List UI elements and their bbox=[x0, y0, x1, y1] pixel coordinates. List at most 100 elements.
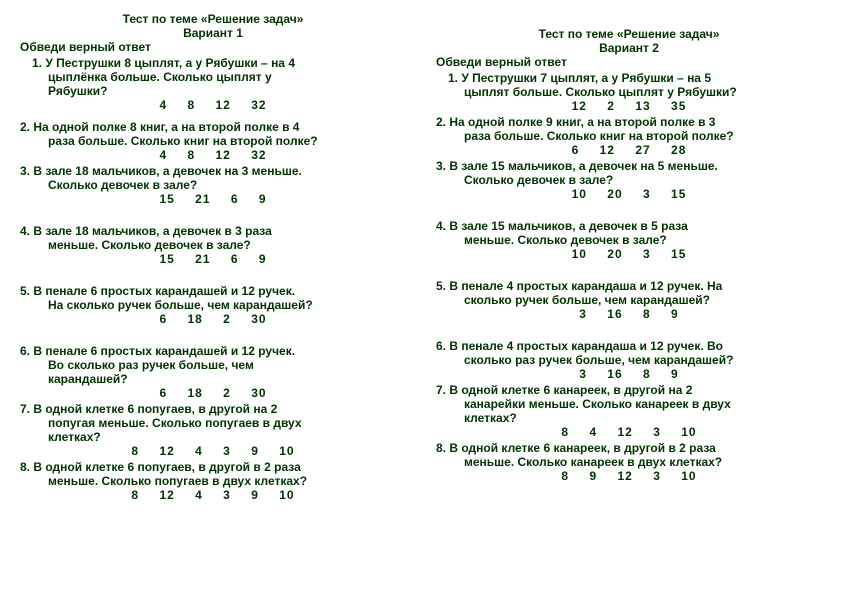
q-line: 5. В пенале 6 простых карандашей и 12 ру… bbox=[20, 284, 406, 298]
question-7: 7. В одной клетке 6 попугаев, в другой н… bbox=[20, 402, 406, 458]
variant-label: Вариант 2 bbox=[436, 41, 822, 55]
q-line: клетках? bbox=[20, 430, 406, 444]
q-line: цыплят больше. Сколько цыплят у Рябушки? bbox=[436, 85, 822, 99]
answer-row: 15 21 6 9 bbox=[20, 252, 406, 266]
answer-option: 9 bbox=[251, 444, 259, 458]
question-1: 1. У Пеструшки 8 цыплят, а у Рябушки – н… bbox=[20, 56, 406, 112]
answer-option: 12 bbox=[572, 99, 587, 113]
q-line: сколько ручек больше, чем карандашей? bbox=[436, 293, 822, 307]
answer-option: 12 bbox=[617, 469, 632, 483]
answer-option: 16 bbox=[607, 367, 622, 381]
answer-option: 8 bbox=[187, 98, 195, 112]
answer-row: 6 18 2 30 bbox=[20, 386, 406, 400]
q-line: цыплёнка больше. Сколько цыплят у bbox=[20, 70, 406, 84]
answer-row: 8 9 12 3 10 bbox=[436, 469, 822, 483]
variant-label: Вариант 1 bbox=[20, 26, 406, 40]
q-line: карандашей? bbox=[20, 372, 406, 386]
q-line: меньше. Сколько девочек в зале? bbox=[436, 233, 822, 247]
answer-option: 15 bbox=[159, 192, 174, 206]
answer-option: 3 bbox=[643, 187, 651, 201]
answer-row: 4 8 12 32 bbox=[20, 148, 406, 162]
q-line: попугая меньше. Сколько попугаев в двух bbox=[20, 416, 406, 430]
variant-1-column: Тест по теме «Решение задач» Вариант 1 О… bbox=[20, 12, 406, 583]
q-line: канарейки меньше. Сколько канареек в дву… bbox=[436, 397, 822, 411]
answer-option: 8 bbox=[561, 469, 569, 483]
answer-option: 3 bbox=[223, 444, 231, 458]
q-line: На сколько ручек больше, чем карандашей? bbox=[20, 298, 406, 312]
question-4: 4. В зале 15 мальчиков, а девочек в 5 ра… bbox=[436, 219, 822, 261]
answer-option: 3 bbox=[653, 469, 661, 483]
question-8: 8. В одной клетке 6 канареек, в другой в… bbox=[436, 441, 822, 483]
answer-option: 30 bbox=[251, 386, 266, 400]
question-6: 6. В пенале 6 простых карандашей и 12 ру… bbox=[20, 344, 406, 400]
answer-option: 9 bbox=[589, 469, 597, 483]
answer-option: 2 bbox=[607, 99, 615, 113]
answer-option: 28 bbox=[671, 143, 686, 157]
answer-option: 6 bbox=[572, 143, 580, 157]
answer-option: 6 bbox=[231, 192, 239, 206]
q-line: Сколько девочек в зале? bbox=[436, 173, 822, 187]
answer-option: 12 bbox=[600, 143, 615, 157]
answer-option: 12 bbox=[159, 488, 174, 502]
answer-row: 6 18 2 30 bbox=[20, 312, 406, 326]
answer-option: 6 bbox=[159, 312, 167, 326]
answer-option: 32 bbox=[251, 148, 266, 162]
question-3: 3. В зале 15 мальчиков, а девочек на 5 м… bbox=[436, 159, 822, 201]
q-line: 4. В зале 15 мальчиков, а девочек в 5 ра… bbox=[436, 219, 822, 233]
question-3: 3. В зале 18 мальчиков, а девочек на 3 м… bbox=[20, 164, 406, 206]
q-line: 4. В зале 18 мальчиков, а девочек в 3 ра… bbox=[20, 224, 406, 238]
q-line: 6. В пенале 6 простых карандашей и 12 ру… bbox=[20, 344, 406, 358]
q-line: Рябушки? bbox=[20, 84, 406, 98]
answer-option: 21 bbox=[195, 252, 210, 266]
answer-row: 6 12 27 28 bbox=[436, 143, 822, 157]
q-line: меньше. Сколько попугаев в двух клетках? bbox=[20, 474, 406, 488]
question-7: 7. В одной клетке 6 канареек, в другой н… bbox=[436, 383, 822, 439]
question-1: 1. У Пеструшки 7 цыплят, а у Рябушки – н… bbox=[436, 71, 822, 113]
answer-option: 9 bbox=[259, 192, 267, 206]
q-line: 1. У Пеструшки 7 цыплят, а у Рябушки – н… bbox=[436, 71, 822, 85]
answer-option: 8 bbox=[643, 367, 651, 381]
answer-option: 3 bbox=[579, 307, 587, 321]
answer-option: 10 bbox=[279, 488, 294, 502]
answer-option: 15 bbox=[671, 247, 686, 261]
question-5: 5. В пенале 6 простых карандашей и 12 ру… bbox=[20, 284, 406, 326]
answer-option: 13 bbox=[635, 99, 650, 113]
question-8: 8. В одной клетке 6 попугаев, в другой в… bbox=[20, 460, 406, 502]
answer-option: 21 bbox=[195, 192, 210, 206]
answer-option: 30 bbox=[251, 312, 266, 326]
answer-option: 18 bbox=[187, 386, 202, 400]
answer-option: 4 bbox=[159, 98, 167, 112]
answer-option: 12 bbox=[216, 148, 231, 162]
answer-option: 10 bbox=[572, 187, 587, 201]
test-title: Тест по теме «Решение задач» bbox=[20, 12, 406, 26]
answer-option: 3 bbox=[579, 367, 587, 381]
question-2: 2. На одной полке 9 книг, а на второй по… bbox=[436, 115, 822, 157]
q-line: 6. В пенале 4 простых карандаша и 12 руч… bbox=[436, 339, 822, 353]
answer-option: 20 bbox=[607, 187, 622, 201]
q-line: Сколько девочек в зале? bbox=[20, 178, 406, 192]
answer-option: 9 bbox=[671, 307, 679, 321]
answer-option: 3 bbox=[223, 488, 231, 502]
q-line: 1. У Пеструшки 8 цыплят, а у Рябушки – н… bbox=[20, 56, 406, 70]
answer-option: 9 bbox=[251, 488, 259, 502]
answer-option: 3 bbox=[653, 425, 661, 439]
q-line: раза больше. Сколько книг на второй полк… bbox=[20, 134, 406, 148]
question-5: 5. В пенале 4 простых карандаша и 12 руч… bbox=[436, 279, 822, 321]
answer-option: 6 bbox=[159, 386, 167, 400]
q-line: 7. В одной клетке 6 канареек, в другой н… bbox=[436, 383, 822, 397]
q-line: меньше. Сколько девочек в зале? bbox=[20, 238, 406, 252]
answer-option: 10 bbox=[681, 425, 696, 439]
answer-option: 8 bbox=[187, 148, 195, 162]
answer-option: 10 bbox=[572, 247, 587, 261]
answer-row: 15 21 6 9 bbox=[20, 192, 406, 206]
answer-option: 2 bbox=[223, 386, 231, 400]
answer-row: 10 20 3 15 bbox=[436, 247, 822, 261]
answer-option: 15 bbox=[159, 252, 174, 266]
answer-row: 3 16 8 9 bbox=[436, 367, 822, 381]
q-line: 2. На одной полке 8 книг, а на второй по… bbox=[20, 120, 406, 134]
answer-row: 8 4 12 3 10 bbox=[436, 425, 822, 439]
answer-option: 12 bbox=[159, 444, 174, 458]
q-line: 3. В зале 15 мальчиков, а девочек на 5 м… bbox=[436, 159, 822, 173]
answer-row: 10 20 3 15 bbox=[436, 187, 822, 201]
variant-2-column: Тест по теме «Решение задач» Вариант 2 О… bbox=[436, 12, 822, 583]
